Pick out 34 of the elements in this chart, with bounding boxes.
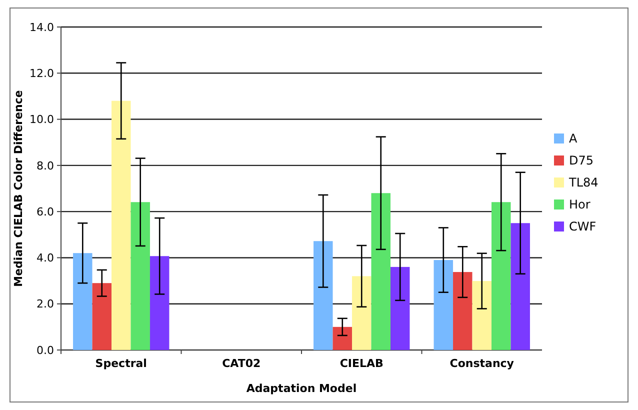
- bar: [472, 281, 492, 350]
- y-tick-label: 6.0: [36, 205, 54, 218]
- x-tick-label: Constancy: [450, 357, 514, 370]
- x-axis-title: Adaptation Model: [246, 382, 357, 395]
- bar: [434, 260, 454, 350]
- y-tick-label: 2.0: [36, 298, 54, 311]
- bar: [130, 202, 150, 350]
- bar: [491, 202, 511, 350]
- legend-label: TL84: [568, 176, 598, 190]
- bar: [352, 276, 372, 350]
- bar: [453, 272, 472, 350]
- bar: [150, 256, 170, 350]
- bar: [73, 253, 92, 350]
- bar: [390, 266, 410, 350]
- bar: [314, 241, 333, 350]
- y-tick-label: 10.0: [30, 113, 54, 126]
- bar: [112, 100, 131, 350]
- y-axis-title: Median CIELAB Color Difference: [12, 90, 25, 287]
- y-tick-label: 4.0: [36, 252, 54, 265]
- y-tick-label: 14.0: [30, 20, 54, 34]
- y-tick-label: 12.0: [30, 66, 54, 80]
- x-tick-label: CAT02: [222, 357, 261, 370]
- bar: [332, 326, 352, 350]
- bar: [510, 223, 530, 350]
- legend-label: D75: [569, 154, 594, 168]
- legend-label: A: [569, 132, 578, 146]
- legend-label: Hor: [569, 198, 590, 212]
- y-tick-label: 0.0: [36, 344, 54, 357]
- x-tick-label: Spectral: [95, 357, 147, 370]
- bar: [92, 283, 112, 350]
- y-tick-label: 8.0: [36, 159, 54, 172]
- x-tick-label: CIELAB: [340, 357, 384, 370]
- legend-label: CWF: [569, 220, 596, 234]
- bar: [371, 193, 390, 350]
